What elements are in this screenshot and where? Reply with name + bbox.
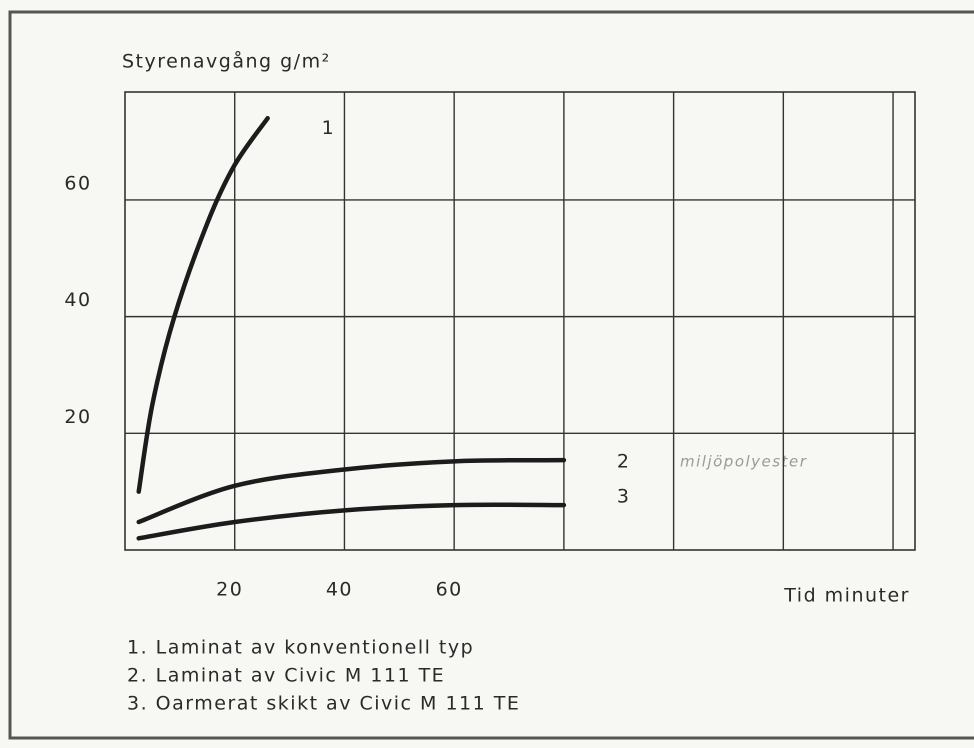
legend-note: 3. Oarmerat skikt av Civic M 111 TE — [127, 693, 520, 715]
series-label: 1 — [322, 117, 336, 139]
x-tick-label: 20 — [216, 579, 243, 601]
x-axis-label: Tid minuter — [783, 585, 910, 607]
annotation: miljöpolyester — [680, 453, 807, 471]
page-frame — [8, 10, 974, 740]
data-line — [136, 502, 567, 541]
x-tick-label: 40 — [326, 579, 353, 601]
series-label: 3 — [617, 486, 631, 508]
y-tick-label: 20 — [64, 406, 91, 428]
data-line — [136, 457, 567, 525]
plot-frame — [124, 91, 916, 551]
y-tick-label: 60 — [64, 172, 91, 194]
y-tick-label: 40 — [64, 289, 91, 311]
legend-note: 1. Laminat av konventionell typ — [127, 637, 474, 659]
x-tick-label: 60 — [436, 579, 463, 601]
data-line — [136, 116, 270, 494]
legend-note: 2. Laminat av Civic M 111 TE — [127, 665, 445, 687]
y-axis-label: Styrenavgång g/m² — [122, 50, 331, 73]
series-label: 2 — [617, 451, 631, 473]
